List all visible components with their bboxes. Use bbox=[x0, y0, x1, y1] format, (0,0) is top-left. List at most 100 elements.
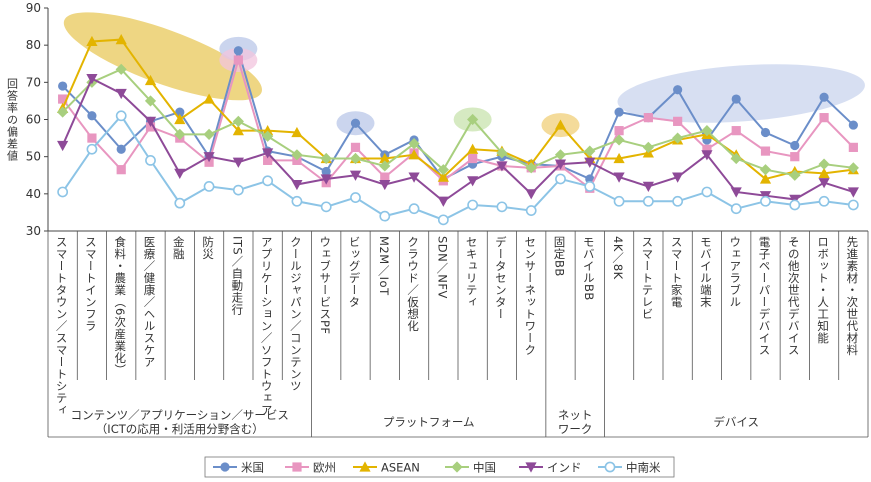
data-point bbox=[847, 199, 859, 211]
data-point bbox=[525, 205, 537, 216]
data-point bbox=[233, 55, 243, 65]
y-tick-label: 70 bbox=[26, 75, 41, 89]
data-point bbox=[57, 186, 69, 198]
data-point bbox=[819, 113, 829, 123]
data-point bbox=[847, 162, 859, 174]
category-label: ウェブサービスPF bbox=[318, 236, 332, 335]
y-axis-title: 回答率の偏差値 bbox=[6, 78, 19, 162]
data-point bbox=[58, 94, 68, 104]
data-point bbox=[496, 147, 508, 159]
category-label: スマートテレビ bbox=[640, 236, 654, 320]
data-point bbox=[613, 172, 625, 183]
data-point bbox=[701, 186, 713, 198]
category-label: 金融 bbox=[172, 235, 186, 260]
highlight-layer bbox=[63, 12, 865, 138]
data-point bbox=[57, 140, 69, 152]
data-point bbox=[731, 94, 741, 104]
data-point bbox=[818, 158, 830, 170]
data-point bbox=[760, 146, 771, 156]
data-point bbox=[730, 152, 742, 165]
legend-label: 中南米 bbox=[626, 461, 661, 475]
category-label: スマートタウン／スマートシティ bbox=[55, 236, 69, 416]
data-point bbox=[232, 125, 244, 136]
data-point bbox=[848, 142, 858, 152]
data-point bbox=[701, 125, 713, 137]
legend-item: 中国 bbox=[445, 461, 496, 475]
data-point bbox=[115, 88, 127, 100]
legend-label: 中国 bbox=[473, 461, 496, 475]
data-point bbox=[437, 196, 449, 207]
group-label: （ICTの応用・利活用分野含む） bbox=[96, 422, 264, 436]
legend-item: インド bbox=[519, 461, 582, 475]
category-label: 先進素材・次世代材料 bbox=[845, 236, 859, 356]
data-point bbox=[320, 152, 332, 165]
data-point bbox=[87, 111, 97, 121]
category-label: ロボット・人工知能 bbox=[816, 236, 830, 344]
legend-label: インド bbox=[547, 461, 582, 475]
group-label: ワーク bbox=[558, 422, 593, 436]
data-point bbox=[57, 106, 69, 118]
data-point bbox=[262, 130, 274, 142]
data-point bbox=[86, 35, 98, 47]
data-point bbox=[263, 155, 273, 165]
data-point bbox=[847, 187, 859, 198]
data-point bbox=[203, 128, 215, 140]
category-label: モバイル端末 bbox=[699, 236, 713, 308]
data-point bbox=[759, 173, 772, 184]
data-point bbox=[145, 154, 156, 166]
category-label: スマートインフラ bbox=[84, 236, 98, 332]
legend: 米国 欧州 ASEAN 中国 インド 中南米 bbox=[204, 456, 675, 478]
category-label: スマート家電 bbox=[670, 236, 684, 308]
data-point bbox=[642, 141, 654, 153]
y-axis-title: 回答率の偏差値 bbox=[6, 78, 19, 162]
group-label: デバイス bbox=[713, 415, 759, 429]
data-point bbox=[350, 118, 361, 128]
data-point bbox=[379, 160, 391, 172]
data-point bbox=[468, 153, 478, 164]
category-label: 電子ペーパーデバイス bbox=[758, 236, 772, 356]
data-point bbox=[232, 115, 244, 127]
data-point bbox=[554, 149, 567, 161]
y-tick-label: 80 bbox=[26, 38, 41, 52]
data-point bbox=[467, 199, 479, 211]
data-point bbox=[233, 46, 243, 56]
data-point bbox=[613, 152, 625, 164]
legend-box bbox=[204, 456, 675, 478]
data-point bbox=[291, 126, 303, 138]
data-point bbox=[175, 107, 185, 117]
series-line bbox=[61, 114, 854, 221]
category-axis: スマートタウン／スマートシティ スマートインフラ 食料・農業（6次産業化） 医療／健康… bbox=[47, 230, 869, 438]
legend-label: 米国 bbox=[241, 461, 264, 475]
data-point bbox=[380, 172, 390, 182]
category-label: セキュリティ bbox=[465, 236, 479, 308]
legend-item: ASEAN bbox=[353, 461, 420, 475]
data-point bbox=[144, 95, 157, 107]
data-point bbox=[408, 138, 420, 150]
category-label: SDN／NFV bbox=[435, 236, 449, 299]
data-point bbox=[760, 127, 771, 138]
data-point bbox=[86, 74, 98, 85]
category-label: モバイルBB bbox=[582, 236, 596, 301]
data-point bbox=[760, 195, 771, 207]
category-label: その他次世代デバイス bbox=[787, 236, 801, 356]
data-point bbox=[320, 201, 332, 213]
data-point bbox=[232, 184, 244, 196]
y-tick-label: 90 bbox=[26, 1, 41, 15]
legend-label: 欧州 bbox=[313, 461, 336, 475]
series-line bbox=[61, 68, 854, 177]
data-point bbox=[467, 113, 479, 126]
data-point bbox=[673, 85, 683, 95]
data-point bbox=[643, 113, 653, 123]
category-label: クールジャパン／コンテンツ bbox=[289, 236, 303, 392]
data-point bbox=[554, 119, 567, 130]
data-point bbox=[789, 169, 801, 181]
data-point bbox=[730, 187, 742, 198]
data-point bbox=[673, 116, 683, 126]
data-point bbox=[262, 125, 274, 136]
data-point bbox=[554, 159, 567, 170]
category-label: 医療／健康／ヘルスケア bbox=[143, 236, 157, 368]
data-point bbox=[496, 161, 508, 172]
data-point bbox=[349, 152, 362, 165]
group-label: プラットフォーム bbox=[383, 415, 475, 429]
data-point bbox=[437, 214, 449, 226]
